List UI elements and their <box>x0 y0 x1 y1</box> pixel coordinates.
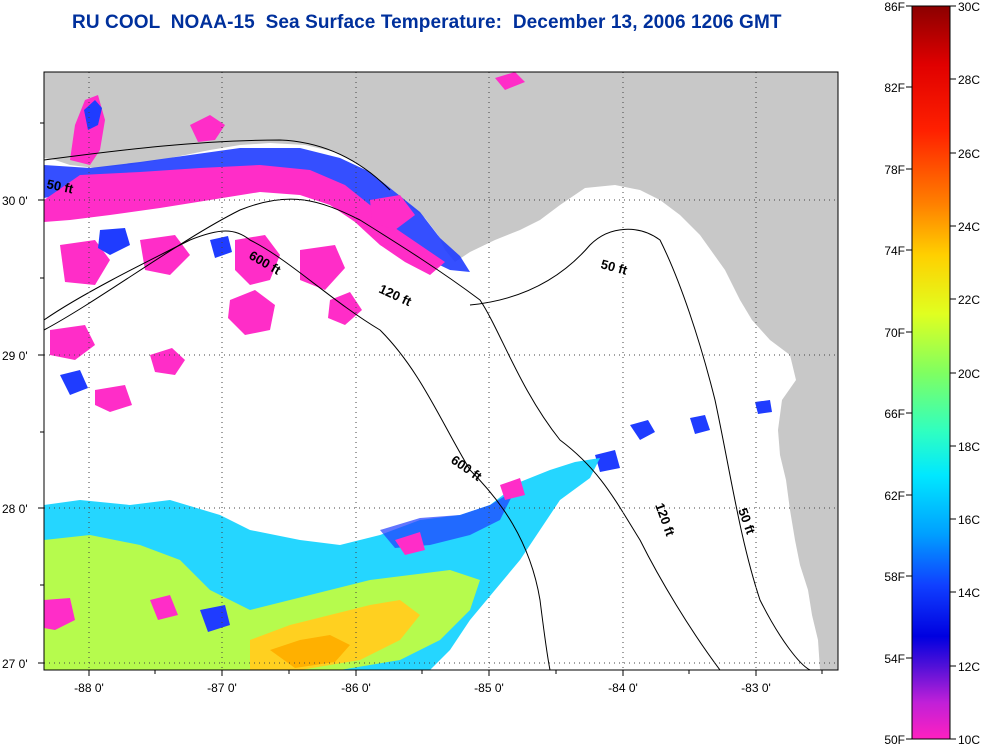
colorbar-c-label: 28C <box>958 73 980 87</box>
longitude-label: -86 0' <box>341 681 371 695</box>
longitude-label: -88 0' <box>74 681 104 695</box>
colorbar-f-label: 82F <box>884 81 905 95</box>
colorbar-f-label: 62F <box>884 489 905 503</box>
isobath-label: 50 ft <box>45 176 75 196</box>
latitude-label: 29 0' <box>2 349 28 363</box>
colorbar-c-label: 20C <box>958 367 980 381</box>
colorbar-f-label: 66F <box>884 407 905 421</box>
colorbar-c-label: 22C <box>958 293 980 307</box>
map-title: RU COOL NOAA-15 Sea Surface Temperature:… <box>72 12 782 33</box>
longitude-label: -83 0' <box>741 681 771 695</box>
latitude-label: 28 0' <box>2 502 28 516</box>
colorbar-c-label: 12C <box>958 660 980 674</box>
colorbar-f-label: 78F <box>884 163 905 177</box>
colorbar-c-label: 24C <box>958 220 980 234</box>
latitude-label: 27 0' <box>2 657 28 671</box>
colorbar: 86F 82F 78F 74F 70F 66F 62F 58F 54F 50F … <box>884 0 980 747</box>
colorbar-f-label: 50F <box>884 733 905 747</box>
land-mass <box>44 72 838 670</box>
longitude-label: -87 0' <box>207 681 237 695</box>
colorbar-c-label: 10C <box>958 733 980 747</box>
colorbar-f-label: 86F <box>884 0 905 14</box>
longitude-label: -84 0' <box>608 681 638 695</box>
colorbar-f-label: 74F <box>884 244 905 258</box>
colorbar-f-label: 54F <box>884 652 905 666</box>
isobath-label: 50 ft <box>599 256 629 278</box>
colorbar-c-label: 30C <box>958 0 980 14</box>
colorbar-c-label: 16C <box>958 513 980 527</box>
colorbar-scale <box>911 5 951 740</box>
colorbar-c-label: 26C <box>958 147 980 161</box>
colorbar-c-label: 18C <box>958 440 980 454</box>
longitude-label: -85 0' <box>474 681 504 695</box>
colorbar-f-label: 58F <box>884 570 905 584</box>
latitude-label: 30 0' <box>2 194 28 208</box>
colorbar-c-label: 14C <box>958 586 980 600</box>
colorbar-f-label: 70F <box>884 326 905 340</box>
